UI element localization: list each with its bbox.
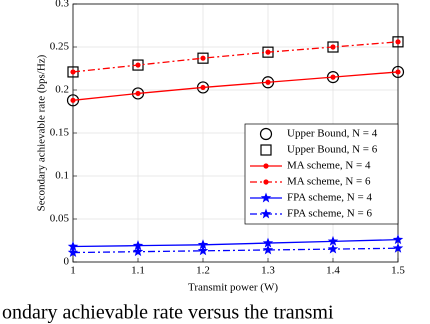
x-tick-label: 1.4 [326, 265, 340, 277]
x-axis-label: Transmit power (W) [188, 282, 278, 294]
data-point [265, 79, 271, 85]
x-tick-label: 1.5 [391, 265, 405, 277]
caption: ondary achievable rate versus the transm… [2, 302, 334, 324]
series-line [72, 71, 399, 101]
y-tick-label: 0.25 [50, 41, 70, 53]
y-tick-label: 0 [64, 256, 70, 268]
y-tick-label: 0.3 [55, 0, 69, 10]
x-tick-label: 1.1 [131, 265, 145, 277]
data-point [135, 62, 141, 68]
data-point [262, 244, 274, 255]
legend-marker [263, 163, 269, 169]
data-point [327, 235, 339, 246]
data-point [265, 49, 271, 55]
data-point [200, 84, 206, 91]
data-point [262, 237, 274, 248]
legend-marker [263, 179, 269, 185]
data-point [67, 247, 79, 257]
x-tick-label: 1 [70, 265, 76, 277]
y-tick-label: 0.15 [50, 127, 70, 139]
data-point [132, 240, 144, 251]
legend-marker [260, 144, 272, 156]
data-point [70, 97, 76, 103]
data-point [197, 245, 209, 256]
data-point [395, 39, 401, 45]
legend-marker [260, 192, 272, 203]
series-line [72, 247, 399, 254]
legend-marker [260, 208, 272, 219]
data-point [395, 69, 401, 75]
series-line [72, 238, 399, 248]
data-point [67, 241, 79, 251]
legend-label: FPA scheme, N = 4 [287, 192, 372, 204]
x-tick-label: 1.3 [261, 265, 275, 277]
data-point [197, 239, 209, 250]
legend-marker [259, 127, 273, 141]
data-point [392, 234, 404, 245]
legend-label: Upper Bound, N = 4 [287, 128, 378, 140]
data-point [200, 55, 206, 61]
x-tick-label: 1.2 [196, 265, 210, 277]
series-line [72, 41, 399, 73]
data-point [327, 243, 339, 254]
legend-label: FPA scheme, N = 6 [287, 208, 372, 220]
legend-label: Upper Bound, N = 6 [287, 144, 378, 156]
legend-box [244, 123, 399, 225]
legend-label: MA scheme, N = 4 [287, 160, 371, 172]
y-tick-label: 0.2 [55, 84, 69, 96]
y-tick-label: 0.1 [55, 170, 69, 182]
y-axis-label: Secondary achievable rate (bps/Hz) [36, 54, 48, 211]
data-point [330, 74, 336, 80]
data-point [392, 242, 404, 253]
data-point [70, 69, 76, 75]
legend-label: MA scheme, N = 6 [287, 176, 371, 188]
data-point [135, 90, 141, 97]
y-tick-label: 0.05 [50, 213, 70, 225]
data-point [132, 246, 144, 257]
data-point [330, 44, 336, 50]
